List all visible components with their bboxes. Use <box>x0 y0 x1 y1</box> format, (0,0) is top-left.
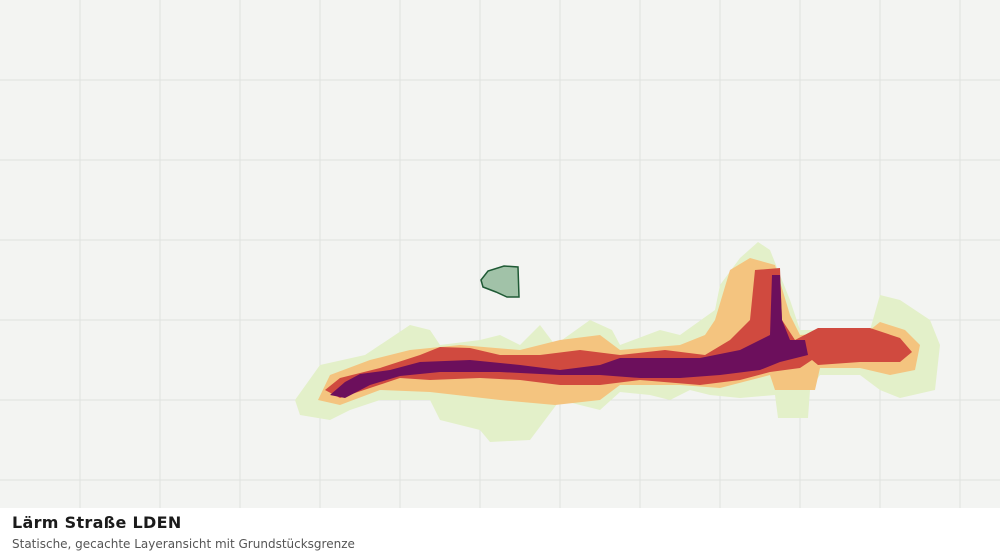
caption: Lärm Straße LDEN Statische, gecachte Lay… <box>0 508 1000 560</box>
tile-grid <box>0 0 1000 508</box>
map <box>0 0 1000 508</box>
map-subtitle: Statische, gecachte Layeransicht mit Gru… <box>12 537 355 551</box>
parcel-boundary <box>480 265 520 298</box>
noise-zone-very-high <box>330 275 808 398</box>
map-title: Lärm Straße LDEN <box>12 513 182 532</box>
